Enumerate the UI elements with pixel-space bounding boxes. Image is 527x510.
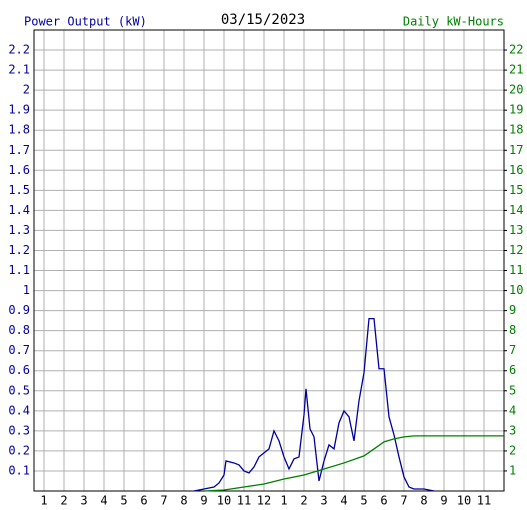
x-tick-label: 9: [440, 494, 447, 508]
y2-tick-label: 9: [509, 303, 516, 317]
y2-tick-label: 10: [509, 283, 523, 297]
y-tick-label: 1.9: [8, 103, 30, 117]
y2-tick-label: 16: [509, 163, 523, 177]
x-tick-label: 8: [180, 494, 187, 508]
x-tick-label: 11: [477, 494, 491, 508]
y-tick-label: 2.2: [8, 43, 30, 57]
y2-tick-label: 8: [509, 323, 516, 337]
y-tick-label: 0.7: [8, 343, 30, 357]
x-tick-label: 11: [237, 494, 251, 508]
x-tick-label: 5: [120, 494, 127, 508]
y-tick-label: 2: [23, 83, 30, 97]
y2-tick-label: 20: [509, 83, 523, 97]
y-tick-label: 0.2: [8, 443, 30, 457]
y2-tick-label: 14: [509, 203, 523, 217]
x-tick-label: 1: [40, 494, 47, 508]
y-tick-label: 1.6: [8, 163, 30, 177]
y-tick-label: 0.1: [8, 463, 30, 477]
y-tick-label: 1.2: [8, 243, 30, 257]
x-tick-label: 1: [280, 494, 287, 508]
y-tick-label: 0.4: [8, 403, 30, 417]
y2-tick-label: 6: [509, 363, 516, 377]
x-tick-label: 10: [457, 494, 471, 508]
x-tick-label: 4: [340, 494, 347, 508]
y-tick-label: 1.8: [8, 123, 30, 137]
plot-border: [33, 29, 505, 492]
y2-tick-label: 2: [509, 443, 516, 457]
y2-tick-label: 12: [509, 243, 523, 257]
x-tick-label: 9: [200, 494, 207, 508]
y2-tick-label: 5: [509, 383, 516, 397]
x-tick-label: 2: [300, 494, 307, 508]
series-line: [203, 435, 504, 492]
y2-tick-label: 17: [509, 143, 523, 157]
y2-tick-label: 1: [509, 463, 516, 477]
y-tick-label: 0.8: [8, 323, 30, 337]
chart-title: 03/15/2023: [221, 12, 305, 28]
y-tick-label: 0.3: [8, 423, 30, 437]
y2-tick-label: 18: [509, 123, 523, 137]
x-tick-label: 10: [217, 494, 231, 508]
y-tick-label: 1.4: [8, 203, 30, 217]
y2-tick-label: 21: [509, 63, 523, 77]
series-line: [193, 317, 435, 492]
y2-tick-label: 15: [509, 183, 523, 197]
y2-axis-label: Daily kW-Hours: [403, 15, 504, 29]
x-tick-label: 2: [60, 494, 67, 508]
x-tick-label: 8: [420, 494, 427, 508]
y2-tick-label: 13: [509, 223, 523, 237]
y2-tick-label: 4: [509, 403, 516, 417]
y-tick-label: 0.5: [8, 383, 30, 397]
y-tick-label: 0.9: [8, 303, 30, 317]
y-tick-label: 0.6: [8, 363, 30, 377]
x-tick-label: 4: [100, 494, 107, 508]
y-tick-label: 2.1: [8, 63, 30, 77]
x-tick-label: 6: [140, 494, 147, 508]
y-tick-label: 1.3: [8, 223, 30, 237]
x-tick-label: 7: [400, 494, 407, 508]
y2-tick-label: 19: [509, 103, 523, 117]
y-axis-label: Power Output (kW): [24, 15, 147, 29]
y-tick-label: 1.7: [8, 143, 30, 157]
x-tick-label: 3: [80, 494, 87, 508]
y2-tick-label: 22: [509, 43, 523, 57]
x-tick-label: 12: [257, 494, 271, 508]
y2-tick-label: 11: [509, 263, 523, 277]
y2-tick-label: 7: [509, 343, 516, 357]
x-tick-label: 6: [380, 494, 387, 508]
y2-tick-label: 3: [509, 423, 516, 437]
y-tick-label: 1.1: [8, 263, 30, 277]
x-tick-label: 7: [160, 494, 167, 508]
y-tick-label: 1: [23, 283, 30, 297]
y-tick-label: 1.5: [8, 183, 30, 197]
x-tick-label: 5: [360, 494, 367, 508]
x-tick-label: 3: [320, 494, 327, 508]
